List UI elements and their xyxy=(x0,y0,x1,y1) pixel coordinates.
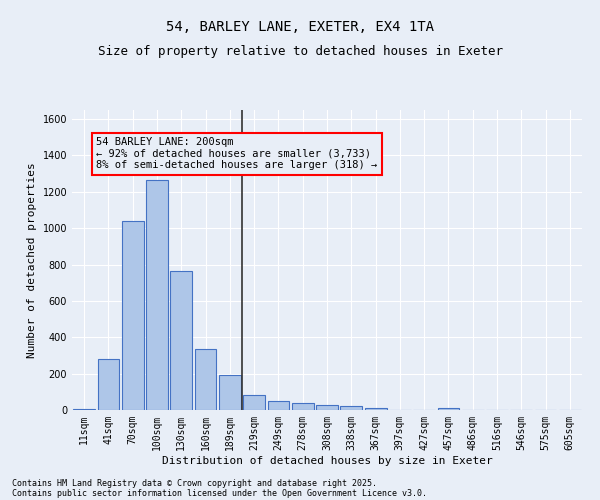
Text: Contains HM Land Registry data © Crown copyright and database right 2025.: Contains HM Land Registry data © Crown c… xyxy=(12,478,377,488)
Text: Size of property relative to detached houses in Exeter: Size of property relative to detached ho… xyxy=(97,45,503,58)
Bar xyxy=(243,396,265,410)
Text: 54, BARLEY LANE, EXETER, EX4 1TA: 54, BARLEY LANE, EXETER, EX4 1TA xyxy=(166,20,434,34)
Bar xyxy=(340,406,362,410)
Bar xyxy=(146,180,168,410)
Bar xyxy=(73,408,95,410)
Bar xyxy=(437,408,460,410)
Bar xyxy=(122,221,143,410)
Text: Contains public sector information licensed under the Open Government Licence v3: Contains public sector information licen… xyxy=(12,488,427,498)
Bar xyxy=(194,349,217,410)
Bar xyxy=(365,408,386,410)
Bar xyxy=(170,271,192,410)
Bar xyxy=(292,403,314,410)
Bar xyxy=(219,376,241,410)
Text: 54 BARLEY LANE: 200sqm
← 92% of detached houses are smaller (3,733)
8% of semi-d: 54 BARLEY LANE: 200sqm ← 92% of detached… xyxy=(96,138,377,170)
Y-axis label: Number of detached properties: Number of detached properties xyxy=(27,162,37,358)
Bar xyxy=(97,359,119,410)
Bar xyxy=(268,401,289,410)
X-axis label: Distribution of detached houses by size in Exeter: Distribution of detached houses by size … xyxy=(161,456,493,466)
Bar xyxy=(316,406,338,410)
